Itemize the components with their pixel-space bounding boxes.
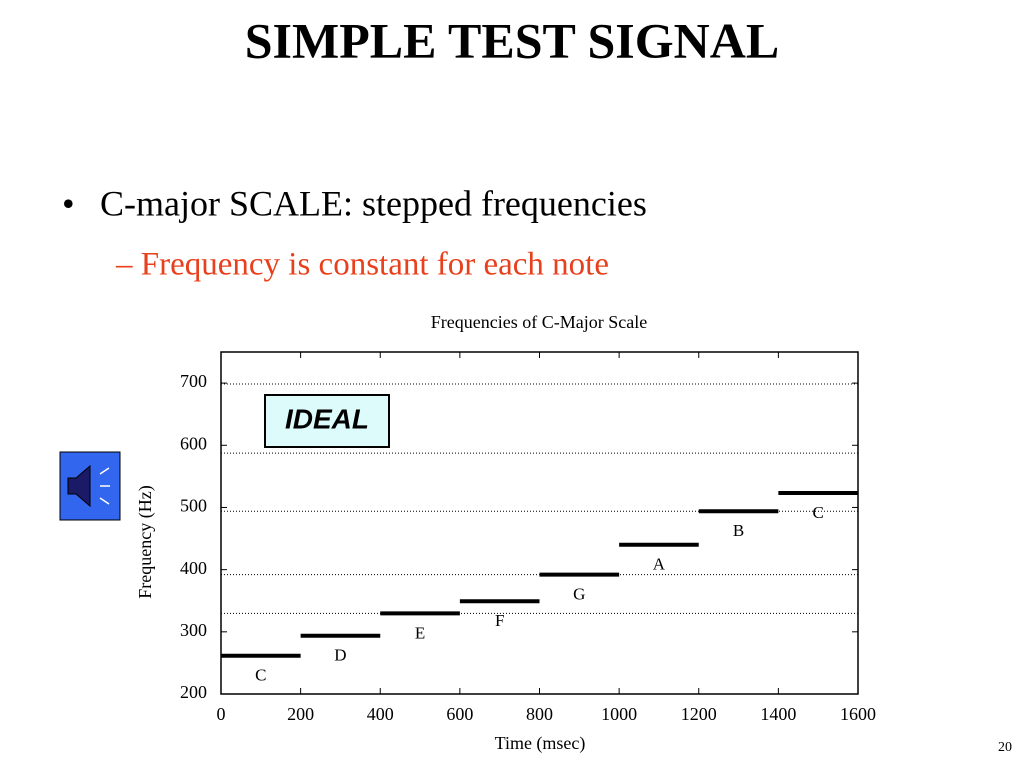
x-tick-label: 1200	[681, 704, 717, 724]
note-label: F	[495, 611, 504, 630]
x-tick-label: 1400	[760, 704, 796, 724]
y-tick-label: 400	[180, 558, 207, 578]
speaker-waves	[99, 467, 110, 505]
note-label: C	[255, 666, 266, 685]
x-tick-label: 200	[287, 704, 314, 724]
bullet-mark: •	[62, 183, 75, 223]
note-label: B	[733, 521, 744, 540]
x-tick-label: 0	[217, 704, 226, 724]
note-label: G	[573, 585, 585, 604]
page-number: 20	[998, 740, 1012, 755]
chart-title: Frequencies of C-Major Scale	[431, 312, 647, 332]
x-tick-label: 600	[446, 704, 473, 724]
y-tick-label: 200	[180, 682, 207, 702]
bullet-text: C-major SCALE: stepped frequencies	[100, 183, 647, 223]
speaker-shape	[67, 464, 91, 508]
badge-text: IDEAL	[285, 403, 369, 434]
note-label: C	[813, 503, 824, 522]
slide-title: SIMPLE TEST SIGNAL	[245, 12, 779, 68]
x-tick-label: 800	[526, 704, 553, 724]
x-tick-label: 1600	[840, 704, 876, 724]
sub-bullet: – Frequency is constant for each note	[115, 247, 609, 283]
note-label: E	[415, 623, 425, 642]
badge-box	[264, 394, 390, 448]
x-axis-label: Time (msec)	[495, 733, 586, 754]
y-tick-label: 300	[180, 620, 207, 640]
x-tick-label: 400	[367, 704, 394, 724]
note-label: D	[334, 646, 346, 665]
speaker-icon[interactable]	[59, 451, 121, 521]
y-tick-label: 500	[180, 496, 207, 516]
y-axis-label: Frequency (Hz)	[135, 485, 156, 598]
note-label: A	[653, 555, 666, 574]
x-tick-label: 1000	[601, 704, 637, 724]
y-tick-label: 600	[180, 433, 207, 453]
y-tick-label: 700	[180, 371, 207, 391]
